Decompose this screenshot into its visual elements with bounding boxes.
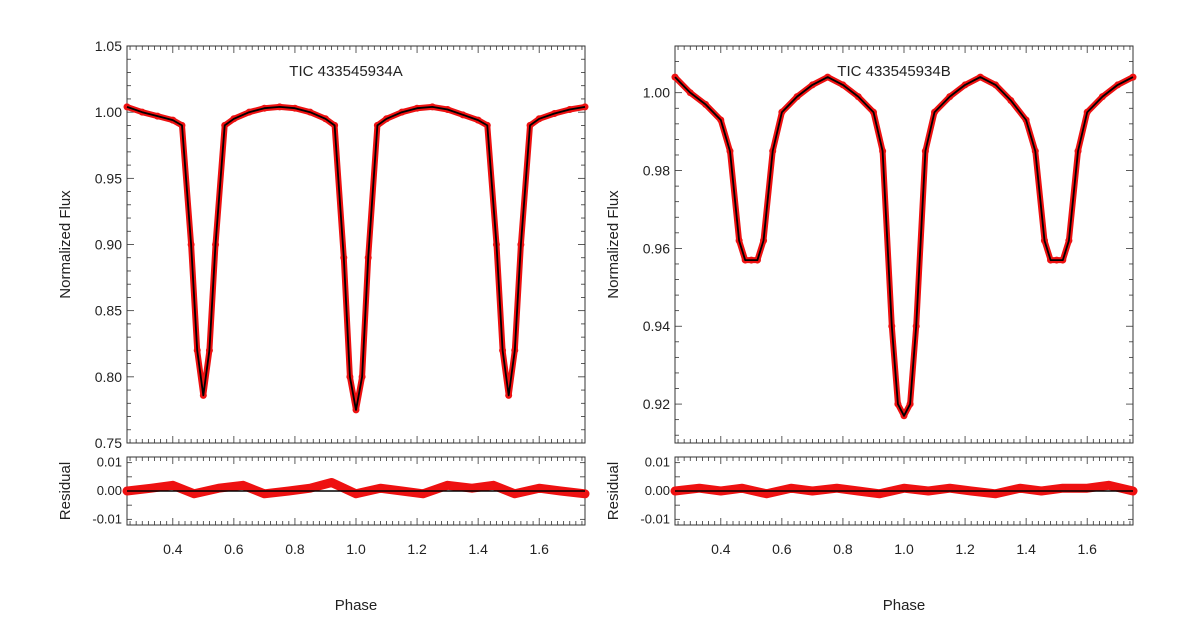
residual-point <box>215 485 222 492</box>
x-tick-label: 1.4 <box>468 541 488 557</box>
residual-point <box>901 485 907 492</box>
residual-point <box>1017 485 1024 492</box>
residual-point <box>788 485 795 492</box>
y-axis-label: Normalized Flux <box>605 190 622 299</box>
x-tick-label: 0.8 <box>285 541 305 557</box>
residual-tick-label: 0.01 <box>97 455 122 470</box>
residual-point <box>444 482 451 489</box>
x-tick-label: 1.4 <box>1016 541 1036 557</box>
residual-point <box>582 490 588 497</box>
residual-point <box>328 479 335 486</box>
y-tick-label: 1.00 <box>95 104 122 120</box>
x-tick-label: 0.6 <box>224 541 244 557</box>
x-tick-label: 1.0 <box>346 541 366 557</box>
data-point <box>123 103 131 111</box>
residual-point <box>946 485 953 492</box>
residual-point <box>377 485 384 492</box>
x-tick-label: 0.4 <box>711 541 731 557</box>
residual-point <box>536 485 543 492</box>
y-tick-label: 0.90 <box>95 237 122 253</box>
residual-point <box>1059 485 1066 492</box>
x-tick-label: 1.6 <box>529 541 549 557</box>
residual-point <box>261 490 268 497</box>
main-plot-frame <box>126 45 586 444</box>
residual-tick-label: 0.00 <box>97 483 122 498</box>
x-tick-label: 1.6 <box>1077 541 1097 557</box>
residual-tick-label: 0.00 <box>645 483 670 498</box>
chart-title: TIC 433545934B <box>837 63 950 80</box>
model-series-line <box>126 106 586 411</box>
residual-point <box>992 490 999 497</box>
residual-point <box>833 485 840 492</box>
data-series-band <box>124 103 588 413</box>
residual-point <box>1105 482 1112 489</box>
residual-point <box>876 490 883 497</box>
residual-point <box>353 490 359 497</box>
residual-point <box>469 485 476 492</box>
residual-point <box>490 482 497 489</box>
residual-tick-label: -0.01 <box>640 511 670 526</box>
residual-point <box>696 485 703 492</box>
x-axis-label: Phase <box>335 597 378 614</box>
y-tick-label: 0.80 <box>95 369 122 385</box>
residual-point <box>739 485 746 492</box>
residual-point <box>420 490 427 497</box>
residual-point <box>1084 485 1091 492</box>
x-tick-label: 0.8 <box>833 541 853 557</box>
y-tick-label: 0.98 <box>643 163 670 179</box>
residual-point <box>148 485 155 492</box>
data-series-band <box>672 74 1136 419</box>
y-tick-label: 0.92 <box>643 396 670 412</box>
residual-tick-label: 0.01 <box>645 455 670 470</box>
y-tick-label: 0.85 <box>95 303 122 319</box>
residual-point <box>307 485 314 492</box>
x-tick-label: 1.0 <box>894 541 914 557</box>
residual-axis-label: Residual <box>605 462 622 520</box>
chart-panel-2: 0.4 0.6 0.8 1.0 1.2 1.4 1.6 0.92 0.94 0.96 0.98 1.0… <box>605 45 1138 614</box>
y-axis-label: Normalized Flux <box>57 190 74 299</box>
x-axis-label: Phase <box>883 597 926 614</box>
residual-point <box>240 482 247 489</box>
x-tick-label: 0.6 <box>772 541 792 557</box>
residual-point <box>169 482 176 489</box>
y-tick-label: 0.94 <box>643 318 670 334</box>
chart-title: TIC 433545934A <box>289 63 402 80</box>
residual-axis-label: Residual <box>57 462 74 520</box>
x-tick-label: 1.2 <box>407 541 427 557</box>
main-plot-frame <box>674 45 1134 444</box>
residual-point <box>763 490 770 497</box>
data-point <box>581 103 589 111</box>
x-tick-label: 0.4 <box>163 541 183 557</box>
chart-panel-1: 0.4 0.6 0.8 1.0 1.2 1.4 1.6 0.75 0.80 0.85 0.90 0.9… <box>57 38 590 614</box>
y-tick-label: 1.05 <box>95 38 122 54</box>
residual-point <box>191 490 198 497</box>
y-tick-label: 0.95 <box>95 170 122 186</box>
residual-tick-label: -0.01 <box>92 511 122 526</box>
model-series-line <box>674 76 1134 417</box>
x-tick-label: 1.2 <box>955 541 975 557</box>
y-tick-label: 0.75 <box>95 435 122 451</box>
residual-point <box>511 490 518 497</box>
y-tick-label: 0.96 <box>643 240 670 256</box>
y-tick-label: 1.00 <box>643 85 670 101</box>
